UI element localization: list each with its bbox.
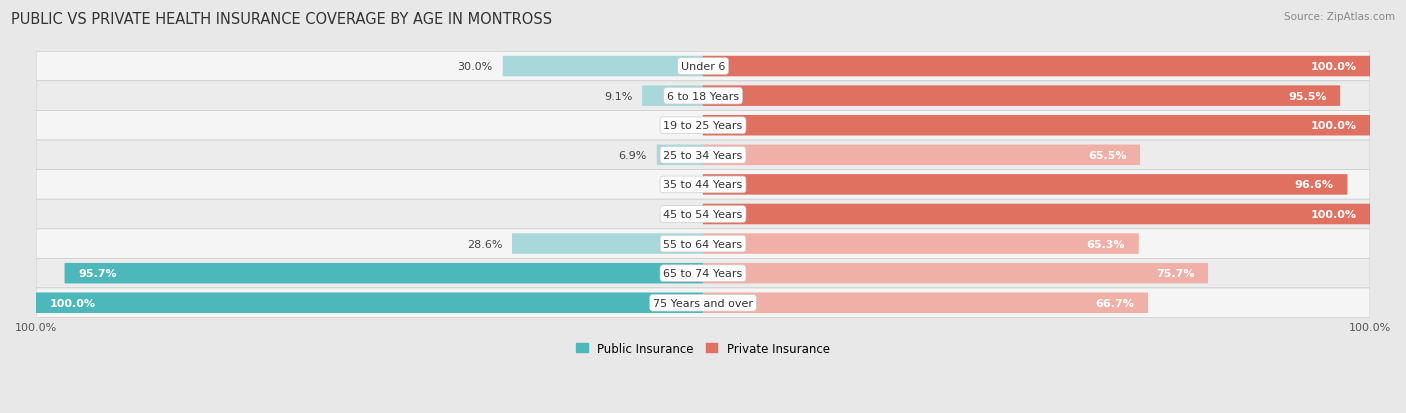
- Text: 100.0%: 100.0%: [1310, 62, 1357, 72]
- FancyBboxPatch shape: [703, 145, 1140, 166]
- FancyBboxPatch shape: [703, 175, 1347, 195]
- Text: 100.0%: 100.0%: [1310, 121, 1357, 131]
- Text: PUBLIC VS PRIVATE HEALTH INSURANCE COVERAGE BY AGE IN MONTROSS: PUBLIC VS PRIVATE HEALTH INSURANCE COVER…: [11, 12, 553, 27]
- FancyBboxPatch shape: [703, 234, 1139, 254]
- FancyBboxPatch shape: [37, 52, 1369, 82]
- FancyBboxPatch shape: [37, 200, 1369, 229]
- Text: 0.0%: 0.0%: [661, 121, 690, 131]
- Text: Under 6: Under 6: [681, 62, 725, 72]
- Legend: Public Insurance, Private Insurance: Public Insurance, Private Insurance: [571, 337, 835, 360]
- Text: 95.5%: 95.5%: [1288, 91, 1326, 102]
- FancyBboxPatch shape: [37, 288, 1369, 318]
- Text: 75 Years and over: 75 Years and over: [652, 298, 754, 308]
- FancyBboxPatch shape: [503, 57, 703, 77]
- FancyBboxPatch shape: [37, 229, 1369, 259]
- FancyBboxPatch shape: [703, 293, 1149, 313]
- Text: 25 to 34 Years: 25 to 34 Years: [664, 150, 742, 160]
- Text: 0.0%: 0.0%: [661, 209, 690, 219]
- Text: 75.7%: 75.7%: [1156, 268, 1195, 278]
- FancyBboxPatch shape: [37, 111, 1369, 141]
- Text: 65.5%: 65.5%: [1088, 150, 1126, 160]
- Text: 66.7%: 66.7%: [1095, 298, 1135, 308]
- FancyBboxPatch shape: [703, 204, 1369, 225]
- FancyBboxPatch shape: [37, 259, 1369, 288]
- FancyBboxPatch shape: [657, 145, 703, 166]
- Text: Source: ZipAtlas.com: Source: ZipAtlas.com: [1284, 12, 1395, 22]
- Text: 6.9%: 6.9%: [619, 150, 647, 160]
- FancyBboxPatch shape: [37, 170, 1369, 200]
- Text: 95.7%: 95.7%: [79, 268, 117, 278]
- Text: 65.3%: 65.3%: [1087, 239, 1125, 249]
- Text: 65 to 74 Years: 65 to 74 Years: [664, 268, 742, 278]
- Text: 30.0%: 30.0%: [458, 62, 494, 72]
- Text: 35 to 44 Years: 35 to 44 Years: [664, 180, 742, 190]
- FancyBboxPatch shape: [643, 86, 703, 107]
- Text: 100.0%: 100.0%: [1310, 209, 1357, 219]
- FancyBboxPatch shape: [703, 57, 1369, 77]
- Text: 6 to 18 Years: 6 to 18 Years: [666, 91, 740, 102]
- Text: 9.1%: 9.1%: [605, 91, 633, 102]
- Text: 45 to 54 Years: 45 to 54 Years: [664, 209, 742, 219]
- Text: 55 to 64 Years: 55 to 64 Years: [664, 239, 742, 249]
- Text: 19 to 25 Years: 19 to 25 Years: [664, 121, 742, 131]
- FancyBboxPatch shape: [512, 234, 703, 254]
- FancyBboxPatch shape: [37, 82, 1369, 111]
- FancyBboxPatch shape: [65, 263, 703, 284]
- FancyBboxPatch shape: [703, 86, 1340, 107]
- FancyBboxPatch shape: [703, 263, 1208, 284]
- Text: 96.6%: 96.6%: [1295, 180, 1334, 190]
- FancyBboxPatch shape: [37, 141, 1369, 170]
- Text: 28.6%: 28.6%: [467, 239, 502, 249]
- FancyBboxPatch shape: [703, 116, 1369, 136]
- Text: 100.0%: 100.0%: [49, 298, 96, 308]
- Text: 0.0%: 0.0%: [661, 180, 690, 190]
- FancyBboxPatch shape: [37, 293, 703, 313]
